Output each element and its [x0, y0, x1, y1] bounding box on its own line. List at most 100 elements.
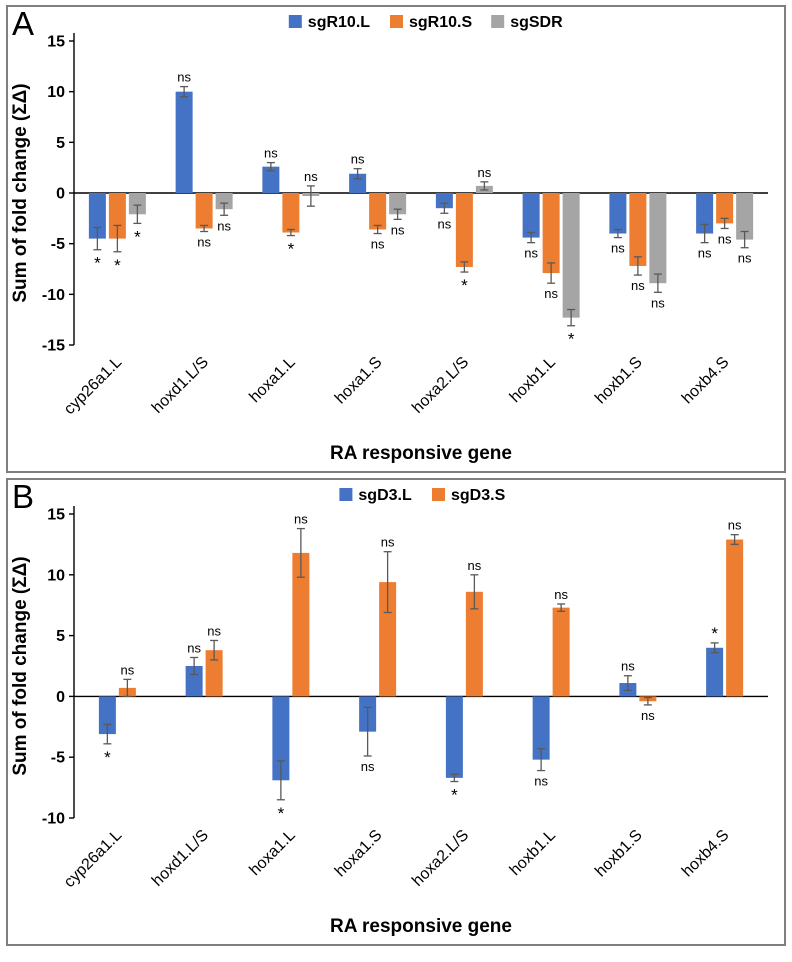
significance-label: ns: [438, 216, 452, 231]
y-tick-label: 15: [47, 34, 65, 51]
significance-label: ns: [468, 558, 482, 573]
category-label: cyp26a1.L: [61, 827, 125, 891]
y-tick-label: 0: [56, 689, 65, 706]
bar: [98, 696, 116, 735]
significance-label: ns: [631, 278, 645, 293]
significance-label: ns: [534, 774, 548, 789]
significance-label: *: [711, 624, 718, 643]
significance-label: ns: [728, 518, 742, 533]
significance-label: ns: [197, 235, 211, 250]
significance-label: *: [451, 786, 458, 805]
significance-label: ns: [217, 218, 231, 233]
y-tick-label: 0: [56, 186, 65, 203]
bar: [389, 193, 407, 215]
significance-label: ns: [641, 708, 655, 723]
bar: [349, 173, 367, 193]
bar-chart-panel-a: -15 -10 -5 0 5 10 15 Sum of fold change (ΣΔ) RA …: [10, 14, 768, 464]
panel-letter-a: A: [12, 5, 35, 42]
significance-label: ns: [611, 241, 625, 256]
legend-label: sgD3.L: [358, 487, 412, 504]
category-label: hoxa1.L: [246, 354, 298, 406]
bar: [88, 193, 106, 239]
y-axis-title: Sum of fold change (ΣΔ): [10, 83, 31, 302]
category-label: hoxb1.S: [592, 354, 646, 408]
panel-letter-b: B: [12, 478, 35, 515]
bar: [706, 647, 724, 697]
significance-label: ns: [621, 659, 635, 674]
significance-label: ns: [478, 165, 492, 180]
category-label: cyp26a1.L: [61, 354, 125, 418]
legend-label: sgSDR: [510, 14, 563, 31]
figure: A -15 -10 -5 0 5 10 15 Sum of fold change (ΣΔ) R…: [0, 5, 792, 946]
significance-label: *: [94, 254, 101, 273]
bar: [552, 607, 570, 697]
y-tick-label: 5: [56, 135, 65, 152]
legend-swatch: [432, 488, 445, 501]
y-axis-title: Sum of fold change (ΣΔ): [10, 556, 31, 775]
category-label: hoxa1.S: [332, 827, 386, 881]
bar: [455, 193, 473, 267]
significance-label: *: [114, 256, 121, 275]
significance-label: ns: [524, 246, 538, 261]
bar: [629, 193, 647, 266]
bar: [435, 193, 453, 209]
significance-label: ns: [391, 222, 405, 237]
panel-B: B -10 -5 0 5 10 15 Sum of fold change (ΣΔ) RA r…: [6, 478, 786, 946]
bar: [726, 539, 744, 697]
legend-label: sgR10.L: [308, 14, 370, 31]
significance-label: ns: [177, 70, 191, 85]
category-label: hoxd1.L/S: [149, 354, 212, 417]
y-tick-label: 10: [47, 567, 65, 584]
y-tick-label: 5: [56, 628, 65, 645]
significance-label: *: [288, 240, 295, 259]
category-label: hoxb4.S: [679, 827, 733, 881]
y-tick-label: -5: [51, 236, 65, 253]
legend-label: sgR10.S: [409, 14, 472, 31]
legend-swatch: [390, 15, 403, 28]
y-tick-label: -15: [42, 338, 65, 355]
significance-label: ns: [371, 237, 385, 252]
bar: [542, 193, 560, 274]
significance-label: ns: [264, 146, 278, 161]
bar: [175, 91, 193, 193]
significance-label: *: [134, 227, 141, 246]
significance-label: *: [278, 804, 285, 823]
bar: [696, 193, 714, 234]
legend-label: sgD3.S: [451, 487, 506, 504]
bar: [195, 193, 213, 229]
significance-label: ns: [698, 246, 712, 261]
category-label: hoxa1.L: [246, 827, 298, 879]
category-label: hoxb1.L: [507, 354, 559, 406]
bar: [215, 193, 233, 210]
significance-label: ns: [294, 512, 308, 527]
x-axis-title: RA responsive gene: [330, 443, 512, 464]
significance-label: ns: [651, 295, 665, 310]
significance-label: ns: [718, 231, 732, 246]
significance-label: ns: [554, 587, 568, 602]
significance-label: *: [104, 748, 111, 767]
y-tick-label: -10: [42, 811, 65, 828]
x-axis-title: RA responsive gene: [330, 916, 512, 937]
bar: [445, 696, 463, 778]
y-tick-label: -10: [42, 287, 65, 304]
significance-label: ns: [381, 535, 395, 550]
bar: [532, 696, 550, 760]
significance-label: ns: [207, 623, 221, 638]
bar: [262, 166, 280, 193]
y-tick-label: 10: [47, 84, 65, 101]
category-label: hoxb1.S: [592, 827, 646, 881]
significance-label: ns: [351, 152, 365, 167]
bar: [108, 193, 126, 239]
significance-label: ns: [361, 759, 375, 774]
bar: [562, 193, 580, 318]
y-tick-label: 15: [47, 507, 65, 524]
category-label: hoxb4.S: [679, 354, 733, 408]
bar: [522, 193, 540, 238]
bar: [205, 650, 223, 697]
bar: [272, 696, 290, 781]
bar: [465, 591, 483, 697]
legend-swatch: [339, 488, 353, 501]
bar: [716, 193, 734, 224]
category-label: hoxa2.L/S: [409, 827, 472, 890]
significance-label: ns: [187, 640, 201, 655]
